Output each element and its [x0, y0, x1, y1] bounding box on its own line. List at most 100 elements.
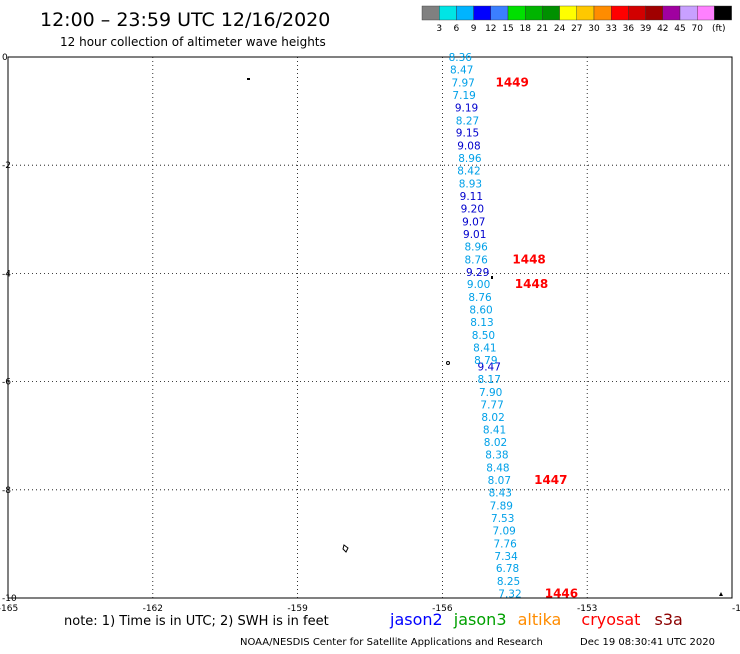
- wave-height-label: 8.42: [457, 166, 480, 178]
- y-tick-label: -10: [2, 594, 17, 604]
- wave-height-label: 7.09: [492, 525, 515, 537]
- wave-height-label: 8.17: [478, 374, 501, 386]
- time-label: 1449: [495, 75, 528, 89]
- wave-height-label: 8.41: [483, 425, 506, 437]
- island-marker: [491, 276, 493, 279]
- color-scale-swatch: [662, 5, 681, 21]
- wave-height-label: 7.19: [452, 90, 475, 102]
- chart-subtitle: 12 hour collection of altimeter wave hei…: [60, 35, 326, 49]
- satellite-legend: jason2 jason3 altika cryosat s3a: [389, 610, 683, 629]
- wave-height-label: 9.07: [462, 216, 485, 228]
- color-scale-bar: 3 6 9 12 15 18 21 24 27 30 33 36 39 42 45 70: [421, 5, 732, 34]
- footer-credit: NOAA/NESDIS Center for Satellite Applica…: [240, 637, 543, 648]
- wave-height-label: 8.79: [474, 355, 497, 367]
- wave-height-label: 6.78: [496, 563, 519, 575]
- color-scale-tick: 36: [623, 24, 635, 34]
- wave-height-label: 9.00: [467, 279, 490, 291]
- island-marker: [719, 592, 723, 596]
- plot-frame: [7, 56, 733, 599]
- color-scale-unit: (ft): [712, 24, 726, 34]
- wave-height-label: 8.50: [472, 330, 495, 342]
- color-scale-swatch: [679, 5, 698, 21]
- wave-height-label: 8.13: [470, 317, 493, 329]
- color-scale-swatch: [714, 5, 732, 21]
- island-marker: [247, 78, 250, 80]
- color-scale-tick: 39: [640, 24, 652, 34]
- color-scale-swatch: [421, 5, 440, 21]
- data-labels: 9.19 9.159.08 9.119.209.079.01 9.29 9.47 8.36…: [449, 52, 522, 601]
- color-scale-tick: 3: [436, 24, 442, 34]
- wave-height-label: 9.15: [456, 128, 479, 140]
- wave-height-label: 7.53: [491, 513, 514, 525]
- x-tick-label: -159: [287, 604, 308, 614]
- color-scale-swatch: [697, 5, 715, 21]
- color-scale-tick: 45: [674, 24, 685, 34]
- wave-height-label: 8.36: [449, 52, 473, 64]
- legend-jason2: jason2: [389, 610, 443, 629]
- wave-height-label: 9.20: [461, 203, 484, 215]
- wave-height-label: 9.29: [466, 267, 489, 279]
- footer-note: note: 1) Time is in UTC; 2) SWH is in fe…: [64, 614, 329, 629]
- wave-height-label: 7.32: [498, 589, 521, 601]
- plot-grid: [8, 57, 732, 598]
- island-marker: [342, 544, 349, 553]
- color-scale-tick: 30: [588, 24, 600, 34]
- color-scale-tick: 6: [454, 24, 460, 34]
- chart-title: 12:00 – 23:59 UTC 12/16/2020: [40, 9, 330, 31]
- x-tick-label: -150: [732, 604, 740, 614]
- wave-height-label: 8.96: [458, 153, 482, 165]
- color-scale-tick: 15: [502, 24, 513, 34]
- wave-height-label: 7.76: [493, 538, 517, 550]
- color-scale-swatch: [525, 5, 543, 21]
- color-scale-swatch: [490, 5, 509, 21]
- time-label: 1448: [512, 252, 545, 266]
- wave-height-label: 8.48: [486, 463, 509, 475]
- wave-height-label: 9.19: [455, 102, 478, 114]
- y-tick-label: -6: [2, 378, 11, 388]
- wave-height-label: 8.93: [459, 179, 482, 191]
- color-scale-tick: 42: [657, 24, 668, 34]
- wave-height-label: 8.43: [489, 488, 512, 500]
- wave-height-label: 8.76: [468, 292, 492, 304]
- color-scale-swatch: [559, 5, 577, 21]
- wave-height-label: 8.27: [456, 115, 479, 127]
- x-tick-label: -153: [577, 604, 597, 614]
- x-tick-label: -156: [432, 604, 453, 614]
- wave-height-label: 9.08: [457, 141, 480, 153]
- y-axis-tick-labels: 0 -2 -4 -6 -8 -10: [2, 53, 17, 604]
- color-scale-swatch: [439, 5, 457, 21]
- x-tick-label: -165: [0, 604, 18, 614]
- color-scale-tick: 70: [691, 24, 703, 34]
- wave-height-label: 7.89: [490, 500, 513, 512]
- x-tick-label: -162: [143, 604, 163, 614]
- wave-height-label: 9.47: [478, 361, 501, 373]
- wave-height-label: 9.11: [460, 191, 483, 203]
- wave-height-label: 7.34: [494, 551, 518, 563]
- time-label: 1446: [545, 587, 578, 601]
- color-scale-swatch: [456, 5, 474, 21]
- wave-height-label: 8.47: [450, 64, 473, 76]
- wave-height-label: 8.76: [464, 254, 488, 266]
- color-scale-tick: 24: [554, 24, 566, 34]
- time-labels: 1449 1448 1448 1447 1446: [495, 75, 578, 600]
- legend-jason3: jason3: [453, 610, 507, 629]
- island-marker: [446, 361, 450, 365]
- color-scale-swatch: [593, 5, 612, 21]
- wave-height-label: 8.02: [484, 437, 507, 449]
- wave-height-label: 8.25: [497, 576, 520, 588]
- color-scale-tick: 33: [605, 24, 616, 34]
- legend-s3a: s3a: [655, 610, 683, 629]
- wave-height-label: 8.02: [481, 412, 504, 424]
- y-tick-label: 0: [2, 53, 8, 63]
- color-scale-swatch: [576, 5, 595, 21]
- color-scale-tick: 12: [485, 24, 496, 34]
- wave-height-label: 7.90: [479, 387, 502, 399]
- color-scale-swatch: [473, 5, 492, 21]
- wave-height-label: 8.38: [485, 450, 508, 462]
- color-scale-tick: 21: [537, 24, 548, 34]
- legend-altika: altika: [518, 610, 562, 629]
- wave-height-label: 8.96: [464, 241, 488, 253]
- x-axis-tick-labels: -165 -162 -159 -156 -153 -150: [0, 604, 740, 614]
